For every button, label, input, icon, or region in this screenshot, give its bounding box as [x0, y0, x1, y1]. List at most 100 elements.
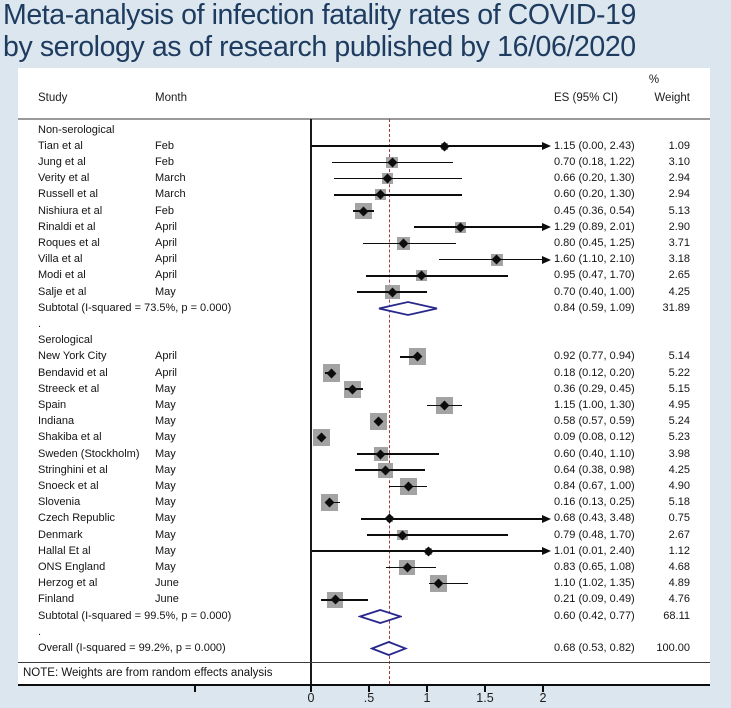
axis-tick-label: 1	[423, 691, 431, 705]
study-label: Jung et al	[38, 155, 86, 168]
weight-value: 5.14	[668, 350, 690, 363]
header-rule	[18, 118, 710, 120]
axis-tick-label: 1.5	[476, 691, 494, 705]
study-label: Subtotal (I-squared = 73.5%, p = 0.000)	[38, 301, 232, 314]
month-label: May	[155, 512, 176, 525]
weight-value: 3.71	[668, 236, 690, 249]
weight-value: 0.75	[668, 512, 690, 525]
axis-tick	[310, 686, 312, 692]
study-label: .	[38, 625, 42, 638]
es-ci-value: 1.15 (1.00, 1.30)	[554, 398, 635, 411]
es-ci-value: 0.92 (0.77, 0.94)	[554, 350, 635, 363]
study-label: Snoeck et al	[38, 479, 99, 492]
pooled-estimate-diamond	[379, 300, 438, 316]
study-label: ONS England	[38, 560, 106, 573]
weight-value: 68.11	[663, 609, 690, 622]
ci-line	[429, 582, 468, 585]
study-label: Stringhini et al	[38, 463, 108, 476]
month-label: May	[155, 447, 176, 460]
column-header-study: Study	[38, 92, 68, 104]
month-label: Feb	[155, 204, 174, 217]
ci-clip-arrow-icon	[542, 223, 551, 232]
study-label: Non-serological	[38, 123, 115, 136]
weight-value: 2.94	[668, 188, 690, 201]
weight-value: 4.25	[668, 463, 690, 476]
month-label: May	[155, 560, 176, 573]
axis-tick-label: .5	[363, 691, 375, 705]
weight-value: 3.18	[668, 253, 690, 266]
month-label: April	[155, 366, 178, 379]
column-header-weight: Weight	[654, 92, 690, 104]
weight-value: 4.95	[668, 398, 690, 411]
weight-value: 2.94	[668, 172, 690, 185]
weight-value: 4.89	[668, 577, 690, 590]
es-ci-value: 0.70 (0.40, 1.00)	[554, 285, 635, 298]
ci-line	[360, 518, 543, 520]
overall-estimate-dashed-line	[389, 119, 391, 684]
month-label: May	[155, 528, 176, 541]
weight-value: 4.76	[668, 593, 690, 606]
es-ci-value: 0.21 (0.09, 0.49)	[554, 593, 635, 606]
axis-tick-minor	[194, 686, 196, 692]
month-label: May	[155, 463, 176, 476]
weight-value: 2.90	[668, 220, 690, 233]
chart-title-line1: Meta-analysis of infection fatality rate…	[3, 0, 636, 31]
ci-line	[414, 226, 543, 228]
axis-tick	[426, 686, 428, 692]
study-label: .	[38, 317, 42, 330]
study-label: Overall (I-squared = 99.2%, p = 0.000)	[38, 641, 226, 654]
weight-value: 3.10	[668, 155, 690, 168]
es-ci-value: 0.45 (0.36, 0.54)	[554, 204, 635, 217]
es-ci-value: 0.70 (0.18, 1.22)	[554, 155, 635, 168]
month-label: Feb	[155, 155, 174, 168]
weight-value: 4.68	[668, 560, 690, 573]
column-header-month: Month	[155, 92, 187, 104]
column-header-es-ci: ES (95% CI)	[554, 92, 618, 104]
es-ci-value: 0.80 (0.45, 1.25)	[554, 236, 635, 249]
month-label: June	[155, 577, 179, 590]
note-text: NOTE: Weights are from random effects an…	[23, 667, 273, 679]
month-label: May	[155, 431, 176, 444]
ci-clip-arrow-icon	[542, 255, 551, 264]
weight-value: 2.65	[668, 269, 690, 282]
study-label: New York City	[38, 350, 107, 363]
column-header-weight-pct: %	[648, 74, 660, 86]
ci-line	[438, 258, 543, 261]
study-label: Verity et al	[38, 172, 90, 185]
month-label: April	[155, 269, 178, 282]
weight-value: 5.23	[668, 431, 690, 444]
axis-tick	[368, 686, 370, 692]
es-ci-value: 1.60 (1.10, 2.10)	[554, 253, 635, 266]
study-label: Hallal Et al	[38, 544, 91, 557]
es-ci-value: 1.15 (0.00, 2.43)	[554, 139, 635, 152]
study-label: Villa et al	[38, 253, 83, 266]
es-ci-value: 1.01 (0.01, 2.40)	[554, 544, 635, 557]
month-label: April	[155, 350, 178, 363]
study-label: Czech Republic	[38, 512, 116, 525]
study-label: Salje et al	[38, 285, 87, 298]
weight-value: 3.98	[668, 447, 690, 460]
ci-clip-arrow-icon	[542, 547, 551, 556]
ci-line	[363, 242, 456, 245]
note-divider-line	[18, 662, 710, 663]
study-label: Subtotal (I-squared = 99.5%, p = 0.000)	[38, 609, 232, 622]
es-ci-value: 0.79 (0.48, 1.70)	[554, 528, 635, 541]
ci-line	[365, 275, 509, 277]
ci-clip-arrow-icon	[542, 142, 551, 151]
ci-line	[311, 145, 543, 147]
weight-value: 5.18	[668, 496, 690, 509]
study-label: Shakiba et al	[38, 431, 102, 444]
es-ci-value: 1.29 (0.89, 2.01)	[554, 220, 635, 233]
month-label: April	[155, 253, 178, 266]
month-label: April	[155, 236, 178, 249]
month-label: May	[155, 496, 176, 509]
forest-rows: Non-serological Tian et al Feb 1.15 (0.00, …	[18, 68, 710, 684]
study-label: Bendavid et al	[38, 366, 108, 379]
month-label: May	[155, 398, 176, 411]
study-label: Finland	[38, 593, 75, 606]
study-label: Sweden (Stockholm)	[38, 447, 140, 460]
es-ci-value: 0.68 (0.53, 0.82)	[554, 641, 635, 654]
study-label: Rinaldi et al	[38, 220, 96, 233]
ci-clip-arrow-icon	[542, 514, 551, 523]
